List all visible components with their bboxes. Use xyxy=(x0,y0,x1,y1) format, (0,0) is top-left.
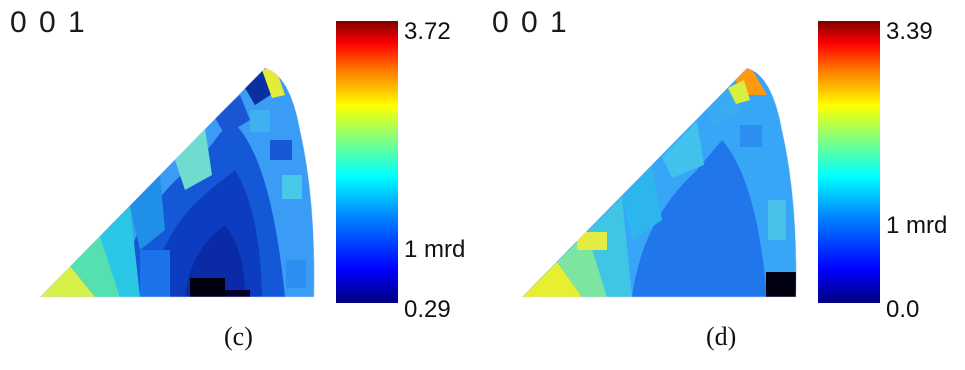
panel-label: (c) xyxy=(224,322,253,351)
colorbar-min-label: 0.29 xyxy=(404,296,451,323)
inverse-pole-figure xyxy=(521,67,797,298)
panel-c: 0 0 1 xyxy=(0,0,480,370)
panel-d: 0 0 1 xyxy=(482,0,962,370)
colorbar-min-label: 0.0 xyxy=(886,296,920,323)
colorbar-max-label: 3.39 xyxy=(886,18,933,45)
colorbar xyxy=(336,21,398,303)
panel-label: (d) xyxy=(706,322,737,351)
colorbar-mid-label: 1 mrd xyxy=(886,212,948,239)
direction-label: 0 0 1 xyxy=(10,6,87,39)
colorbar xyxy=(818,21,880,303)
inverse-pole-figure xyxy=(39,67,315,298)
colorbar-mid-label: 1 mrd xyxy=(404,236,466,263)
direction-label: 0 0 1 xyxy=(492,6,569,39)
colorbar-max-label: 3.72 xyxy=(404,18,451,45)
